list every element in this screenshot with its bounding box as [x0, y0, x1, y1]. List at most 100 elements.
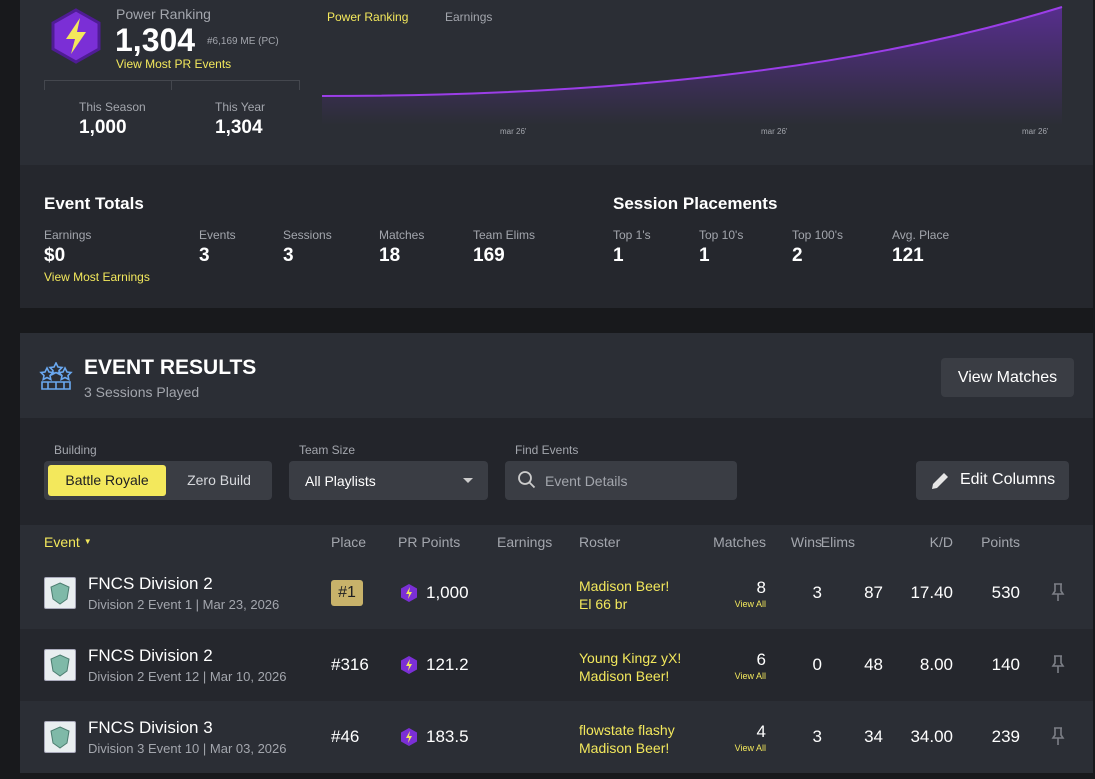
- chart-x-label: mar 26': [500, 127, 527, 136]
- stat-label: Earnings: [44, 228, 92, 242]
- pr-rank: #6,169 ME (PC): [207, 36, 279, 47]
- search-input[interactable]: [505, 461, 737, 500]
- season-label: This Season: [79, 100, 146, 114]
- table-row: [20, 629, 1093, 701]
- stat-value: 121: [892, 245, 924, 266]
- pr-icon: [400, 727, 418, 752]
- event-logo: [50, 726, 70, 749]
- column-header: Elims: [820, 534, 855, 550]
- toggle-option[interactable]: Zero Build: [187, 472, 251, 488]
- search-placeholder: Event Details: [545, 473, 628, 489]
- roster-player[interactable]: Madison Beer!: [579, 740, 670, 756]
- stat-value: $0: [44, 245, 66, 266]
- filter-label: Team Size: [299, 443, 356, 457]
- totals-panel: [20, 165, 1093, 308]
- search-icon: [518, 471, 536, 489]
- roster-player[interactable]: Madison Beer!: [579, 668, 670, 684]
- kd: 34.00: [910, 727, 953, 746]
- wins: 3: [812, 727, 822, 746]
- column-header: Wins: [790, 534, 822, 550]
- kd: 17.40: [910, 583, 953, 602]
- event-icon: [44, 721, 76, 753]
- chart-x-label: mar 26': [1022, 127, 1049, 136]
- stat-label: Top 10's: [699, 228, 744, 242]
- column-header: Matches: [713, 534, 766, 550]
- points: 239: [991, 727, 1020, 746]
- roster-player[interactable]: flowstate flashy: [579, 722, 675, 738]
- column-header: Earnings: [497, 534, 553, 550]
- results-title: EVENT RESULTS: [84, 356, 257, 379]
- event-name: FNCS Division 2: [88, 646, 213, 665]
- column-header: K/D: [929, 534, 953, 550]
- pr-icon: [400, 655, 418, 680]
- sort-caret: ▼: [83, 537, 92, 546]
- kd: 8.00: [919, 655, 953, 674]
- earnings-link[interactable]: View Most Earnings: [44, 270, 150, 284]
- stat-label: Top 100's: [792, 228, 843, 242]
- view-all-link[interactable]: View All: [734, 671, 766, 681]
- pr-points: 183.5: [426, 727, 469, 746]
- stat-value: 18: [379, 245, 401, 266]
- column-header: Roster: [579, 534, 621, 550]
- event-name: FNCS Division 2: [88, 574, 213, 593]
- divider: [299, 80, 300, 90]
- event-details: Division 2 Event 1 | Mar 23, 2026: [88, 597, 280, 612]
- pin-icon: [1051, 583, 1065, 601]
- column-header: Points: [981, 534, 1020, 550]
- results-header: [20, 333, 1093, 418]
- roster-player[interactable]: Young Kingz yX!: [579, 650, 682, 666]
- year-label: This Year: [215, 100, 266, 114]
- stat-label: Events: [199, 228, 236, 242]
- divider: [44, 80, 300, 81]
- pr-link[interactable]: View Most PR Events: [116, 57, 232, 71]
- select-value: All Playlists: [305, 473, 376, 489]
- pr-points: 1,000: [426, 583, 469, 602]
- pr-points: 121.2: [426, 655, 469, 674]
- filter-label: Find Events: [515, 443, 579, 457]
- stat-label: Avg. Place: [892, 228, 950, 242]
- pr-icon: [400, 583, 418, 608]
- pin-icon: [1051, 655, 1065, 673]
- event-details: Division 3 Event 10 | Mar 03, 2026: [88, 741, 287, 756]
- pr-badge: [401, 728, 417, 746]
- pr-value: 1,304: [115, 22, 196, 58]
- place: #316: [331, 655, 369, 674]
- wins: 3: [812, 583, 822, 602]
- chart-tab[interactable]: Power Ranking: [327, 10, 409, 24]
- edit-columns-label: Edit Columns: [960, 471, 1056, 488]
- stat-value: 3: [199, 245, 210, 266]
- pin-button[interactable]: [1050, 726, 1066, 751]
- stat-value: 2: [792, 245, 803, 266]
- pin-button[interactable]: [1050, 654, 1066, 679]
- pin-icon: [1051, 727, 1065, 745]
- caret: [463, 478, 473, 483]
- table-row: [20, 557, 1093, 629]
- wins: 0: [812, 655, 822, 674]
- view-all-link[interactable]: View All: [734, 743, 766, 753]
- toggle-option-active[interactable]: Battle Royale: [48, 465, 166, 496]
- view-all-link[interactable]: View All: [734, 599, 766, 609]
- pin-button[interactable]: [1050, 582, 1066, 607]
- elims: 34: [864, 727, 883, 746]
- table-row: [20, 701, 1093, 773]
- filter-label: Building: [54, 443, 97, 457]
- stat-value: 1: [699, 245, 710, 266]
- elims: 48: [864, 655, 883, 674]
- divider: [171, 80, 172, 90]
- pr-chart: [321, 6, 1063, 125]
- roster-player[interactable]: El 66 br: [579, 596, 628, 612]
- season-value: 1,000: [79, 117, 127, 138]
- team-size-select[interactable]: [289, 461, 488, 500]
- column-header: Place: [331, 534, 367, 550]
- roster-player[interactable]: Madison Beer!: [579, 578, 670, 594]
- column-header[interactable]: Event ▼: [44, 534, 92, 550]
- results-subtitle: 3 Sessions Played: [84, 384, 200, 400]
- chart-tab[interactable]: Earnings: [445, 10, 493, 24]
- stat-label: Matches: [379, 228, 425, 242]
- event-logo: [50, 582, 70, 605]
- pr-label: Power Ranking: [116, 6, 211, 22]
- view-matches-button[interactable]: View Matches: [941, 358, 1074, 397]
- results-icon: [39, 362, 73, 390]
- column-header: PR Points: [398, 534, 461, 550]
